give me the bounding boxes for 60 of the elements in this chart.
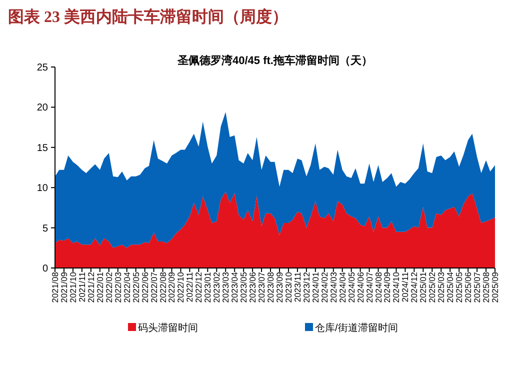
x-tick-label: 2022/05 [130, 272, 141, 303]
x-tick-label: 2024/03 [328, 272, 338, 303]
x-tick-label: 2023/03 [220, 272, 231, 303]
x-tick-label: 2024/05 [346, 272, 356, 303]
x-tick-label: 2025/05 [454, 272, 464, 303]
x-tick-label: 2024/01 [310, 272, 320, 303]
x-tick-label: 2025/09 [490, 272, 500, 303]
y-tick-label: 10 [36, 183, 48, 194]
x-tick-label: 2024/11 [400, 272, 410, 302]
x-tick-label: 2024/07 [364, 272, 374, 303]
x-tick-label: 2022/10 [176, 272, 186, 303]
chart-subtitle: 圣佩德罗湾40/45 ft.拖车滞留时间（天） [176, 54, 372, 67]
x-tick-label: 2025/07 [472, 272, 482, 303]
x-tick-label: 2023/01 [202, 272, 213, 303]
x-tick-label: 2025/04 [445, 272, 456, 303]
x-tick-label: 2023/11 [292, 272, 302, 302]
x-tick-label: 2021/10 [68, 272, 78, 303]
x-tick-label: 2023/05 [238, 272, 249, 303]
y-tick-label: 25 [36, 62, 48, 74]
x-tick-label: 2021/08 [50, 272, 60, 303]
x-tick-label: 2022/07 [148, 272, 159, 303]
x-tick-label: 2022/01 [94, 272, 105, 303]
x-tick-label: 2022/04 [122, 272, 132, 303]
x-tick-label: 2025/01 [418, 272, 428, 303]
x-tick-label: 2024/02 [319, 272, 330, 303]
y-tick-label: 0 [42, 264, 48, 274]
x-tick-label: 2021/09 [58, 272, 69, 303]
x-tick-label: 2023/09 [274, 272, 284, 303]
y-tick-label: 15 [36, 142, 48, 154]
x-tick-label: 2022/06 [140, 272, 150, 303]
x-tick-label: 2021/11 [76, 272, 87, 302]
x-tick-label: 2024/10 [391, 272, 402, 303]
x-tick-label: 2023/06 [248, 272, 258, 303]
x-tick-label: 2025/08 [481, 272, 492, 303]
x-tick-label: 2023/02 [212, 272, 222, 303]
x-tick-label: 2022/02 [104, 272, 114, 303]
x-tick-label: 2023/12 [301, 272, 312, 303]
x-tick-label: 2022/09 [166, 272, 177, 303]
y-tick-label: 20 [36, 102, 48, 114]
legend-label: 仓库/街道滞留时间 [315, 322, 398, 334]
chart-title: 图表 23 美西内陆卡车滞留时间（周度） [8, 7, 288, 26]
x-tick-label: 2024/06 [355, 272, 366, 303]
x-tick-label: 2021/12 [86, 272, 96, 303]
x-tick-label: 2023/04 [230, 272, 240, 303]
x-tick-label: 2022/03 [112, 272, 123, 303]
x-tick-label: 2023/08 [266, 272, 276, 303]
y-tick-label: 5 [42, 223, 48, 234]
x-tick-label: 2023/07 [256, 272, 267, 303]
x-tick-label: 2022/12 [194, 272, 204, 303]
x-tick-label: 2024/04 [337, 272, 348, 303]
x-tick-label: 2025/03 [436, 272, 446, 303]
x-tick-label: 2025/06 [463, 272, 474, 303]
x-tick-label: 2024/08 [373, 272, 384, 303]
x-tick-label: 2023/10 [283, 272, 294, 303]
x-tick-label: 2022/08 [158, 272, 168, 303]
x-tick-label: 2024/09 [382, 272, 392, 303]
x-tick-label: 2024/12 [409, 272, 420, 303]
x-tick-label: 2022/11 [184, 272, 195, 302]
legend-label: 码头滞留时间 [138, 322, 198, 334]
x-tick-label: 2025/02 [427, 272, 438, 303]
